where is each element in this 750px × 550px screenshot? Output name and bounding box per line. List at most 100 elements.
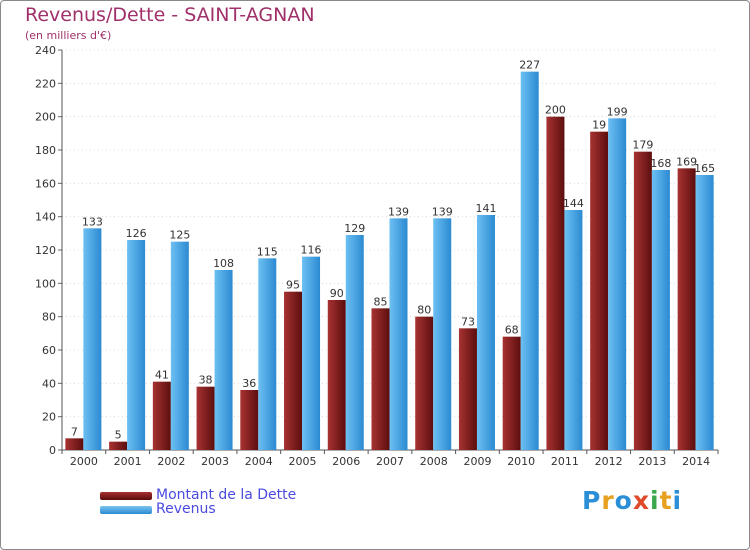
bar-revenus xyxy=(476,215,495,450)
logo-letter: x xyxy=(632,486,650,515)
bar-dette xyxy=(284,291,303,450)
bar-dette xyxy=(196,386,215,450)
x-tick-label: 2012 xyxy=(595,455,623,468)
bar-revenus xyxy=(302,256,321,450)
data-label-dette: 169 xyxy=(676,155,697,168)
x-tick-label: 2010 xyxy=(507,455,535,468)
data-label-revenus: 129 xyxy=(344,222,365,235)
data-label-dette: 179 xyxy=(632,139,653,152)
y-tick-label: 200 xyxy=(35,111,56,124)
y-tick-label: 0 xyxy=(49,444,56,457)
bar-dette xyxy=(590,131,609,450)
data-label-revenus: 139 xyxy=(388,205,409,218)
bar-revenus xyxy=(214,270,233,450)
bar-revenus xyxy=(83,228,102,450)
bar-revenus xyxy=(345,235,364,450)
bar-dette xyxy=(677,168,696,451)
y-tick-label: 180 xyxy=(35,144,56,157)
y-tick-label: 80 xyxy=(42,311,56,324)
bar-dette xyxy=(458,328,477,450)
data-label-revenus: 133 xyxy=(82,215,103,228)
logo-letter: t xyxy=(659,486,673,515)
y-tick-label: 40 xyxy=(42,377,56,390)
bar-dette xyxy=(327,300,346,450)
x-tick-label: 2004 xyxy=(245,455,273,468)
data-label-dette: 85 xyxy=(374,295,388,308)
bar-dette xyxy=(415,316,434,450)
legend-label-revenus: Revenus xyxy=(156,501,216,517)
logo-letter: r xyxy=(601,486,615,515)
chart-title: Revenus/Dette - SAINT-AGNAN xyxy=(25,4,315,26)
chart-subtitle: (en milliers d'€) xyxy=(25,29,112,42)
x-tick-label: 2000 xyxy=(70,455,98,468)
bar-revenus xyxy=(433,218,452,450)
y-tick-label: 60 xyxy=(42,344,56,357)
x-tick-label: 2007 xyxy=(376,455,404,468)
data-label-dette: 95 xyxy=(286,279,300,292)
bar-revenus xyxy=(170,241,189,450)
data-label-dette: 68 xyxy=(505,324,519,337)
y-tick-label: 100 xyxy=(35,277,56,290)
bar-dette xyxy=(152,381,171,450)
data-label-revenus: 116 xyxy=(301,244,322,257)
x-tick-label: 2006 xyxy=(332,455,360,468)
bar-dette xyxy=(109,441,128,450)
logo-letter: o xyxy=(614,486,633,515)
data-label-dette: 73 xyxy=(461,315,475,328)
y-tick-label: 220 xyxy=(35,77,56,90)
x-tick-label: 2001 xyxy=(114,455,142,468)
bar-revenus xyxy=(695,175,714,450)
data-label-dette: 5 xyxy=(115,429,122,442)
data-label-dette: 90 xyxy=(330,287,344,300)
bar-dette xyxy=(240,390,259,450)
bar-revenus xyxy=(651,170,670,450)
legend-label-dette: Montant de la Dette xyxy=(156,487,297,503)
y-tick-label: 140 xyxy=(35,211,56,224)
data-label-revenus: 141 xyxy=(475,202,496,215)
data-label-dette: 41 xyxy=(155,369,169,382)
y-tick-label: 20 xyxy=(42,411,56,424)
data-label-revenus: 139 xyxy=(432,205,453,218)
data-label-revenus: 199 xyxy=(607,105,628,118)
data-label-revenus: 227 xyxy=(519,59,540,72)
data-label-revenus: 144 xyxy=(563,197,584,210)
bar-dette xyxy=(502,336,521,450)
x-tick-label: 2005 xyxy=(289,455,317,468)
bar-dette xyxy=(546,116,565,451)
data-label-dette: 80 xyxy=(417,304,431,317)
data-label-dette: 7 xyxy=(71,425,78,438)
legend-swatch-dette xyxy=(100,492,152,500)
bar-dette xyxy=(65,438,84,450)
data-label-revenus: 115 xyxy=(257,245,278,258)
x-tick-label: 2002 xyxy=(157,455,185,468)
x-tick-label: 2014 xyxy=(682,455,710,468)
y-tick-label: 240 xyxy=(35,44,56,57)
bar-revenus xyxy=(389,218,408,450)
data-label-dette: 200 xyxy=(545,104,566,117)
bar-revenus xyxy=(564,210,583,450)
x-tick-label: 2009 xyxy=(463,455,491,468)
y-tick-label: 160 xyxy=(35,177,56,190)
bar-revenus xyxy=(258,258,277,450)
bar-revenus xyxy=(608,118,627,450)
bar-dette xyxy=(371,308,390,450)
logo-letter: i xyxy=(650,486,660,515)
bar-revenus xyxy=(520,71,539,451)
data-label-dette: 38 xyxy=(199,374,213,387)
data-label-revenus: 125 xyxy=(169,229,190,242)
data-label-dette: 36 xyxy=(242,377,256,390)
data-label-revenus: 108 xyxy=(213,257,234,270)
x-tick-label: 2008 xyxy=(420,455,448,468)
x-tick-label: 2003 xyxy=(201,455,229,468)
proxiti-logo: Proxiti xyxy=(582,486,682,515)
data-label-dette: 19 xyxy=(592,119,606,132)
bar-dette xyxy=(633,151,652,450)
legend-swatch-revenus xyxy=(100,506,152,514)
x-tick-label: 2013 xyxy=(638,455,666,468)
data-label-revenus: 126 xyxy=(126,227,147,240)
logo-letter: P xyxy=(582,486,602,515)
logo-letter: i xyxy=(672,486,683,515)
bar-revenus xyxy=(127,240,146,450)
y-tick-label: 120 xyxy=(35,244,56,257)
